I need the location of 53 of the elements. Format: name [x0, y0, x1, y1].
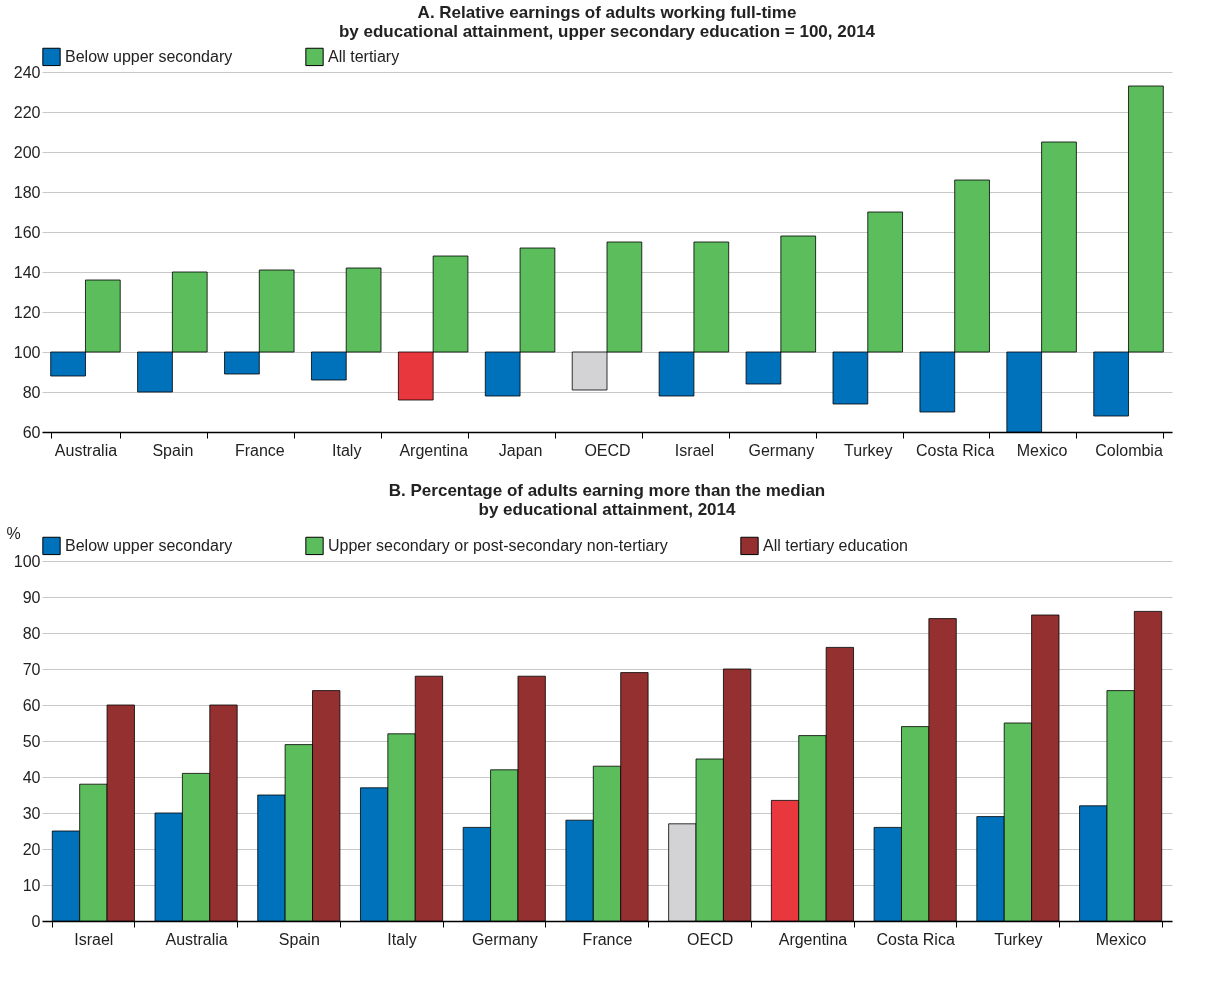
- y-tick-label: 240: [13, 63, 41, 81]
- x-tick-label: OECD: [687, 930, 734, 948]
- x-tick-label: France: [582, 930, 633, 948]
- x-tick-label: OECD: [584, 441, 631, 459]
- y-tick-label: 140: [13, 263, 41, 281]
- x-tick-label: Israel: [74, 930, 114, 948]
- y-tick-label: 10: [22, 876, 41, 894]
- x-tick-label: Mexico: [1016, 441, 1068, 459]
- x-tick-label: Costa Rica: [876, 930, 955, 948]
- x-tick-label: Turkey: [844, 441, 893, 459]
- x-tick-label: Argentina: [399, 441, 468, 459]
- x-tick-label: Italy: [332, 441, 362, 459]
- y-tick-label: 90: [22, 588, 41, 606]
- x-tick-label: Germany: [471, 930, 538, 948]
- x-tick-label: Italy: [387, 930, 417, 948]
- x-tick-label: Costa Rica: [916, 441, 995, 459]
- legend-label: All tertiary education: [763, 536, 908, 554]
- legend-label: All tertiary: [328, 47, 400, 65]
- x-tick-label: Spain: [152, 441, 194, 459]
- y-tick-label: 80: [22, 383, 41, 401]
- y-tick-label: 60: [22, 696, 41, 714]
- y-tick-label: 60: [22, 423, 41, 441]
- y-tick-label: 0: [31, 912, 41, 930]
- x-tick-label: Argentina: [778, 930, 848, 948]
- x-tick-label: Australia: [54, 441, 118, 459]
- y-tick-label: 30: [22, 804, 41, 822]
- y-tick-label: 20: [22, 840, 41, 858]
- legend-label: Below upper secondary: [65, 536, 233, 554]
- y-tick-label: 120: [13, 303, 41, 321]
- x-tick-label: France: [234, 441, 285, 459]
- y-tick-label: 220: [13, 103, 41, 121]
- x-tick-label: Germany: [748, 441, 815, 459]
- x-tick-label: Turkey: [994, 930, 1043, 948]
- chart-title: B. Percentage of adults earning more than the median by educational attainment, 2014: [388, 481, 826, 519]
- chart-title: A. Relative earnings of adults working full-time by educational attainment, upper secondary education = 100, 2014: [338, 3, 876, 41]
- x-tick-label: Japan: [498, 441, 543, 459]
- y-tick-label: 100: [13, 552, 41, 570]
- y-tick-label: 100: [13, 343, 41, 361]
- y-tick-label: 180: [13, 183, 41, 201]
- y-tick-label: 80: [22, 624, 41, 642]
- y-axis-title: %: [6, 524, 21, 542]
- y-tick-label: 40: [22, 768, 41, 786]
- x-tick-label: Spain: [278, 930, 320, 948]
- x-tick-label: Colombia: [1095, 441, 1163, 459]
- y-tick-label: 200: [13, 143, 41, 161]
- y-tick-label: 70: [22, 660, 41, 678]
- x-tick-label: Australia: [165, 930, 228, 948]
- x-tick-label: Israel: [674, 441, 714, 459]
- x-tick-label: Mexico: [1095, 930, 1147, 948]
- y-tick-label: 160: [13, 223, 41, 241]
- legend-label: Below upper secondary: [65, 47, 233, 65]
- y-tick-label: 50: [22, 732, 41, 750]
- legend-label: Upper secondary or post-secondary non-tertiary: [328, 536, 668, 554]
